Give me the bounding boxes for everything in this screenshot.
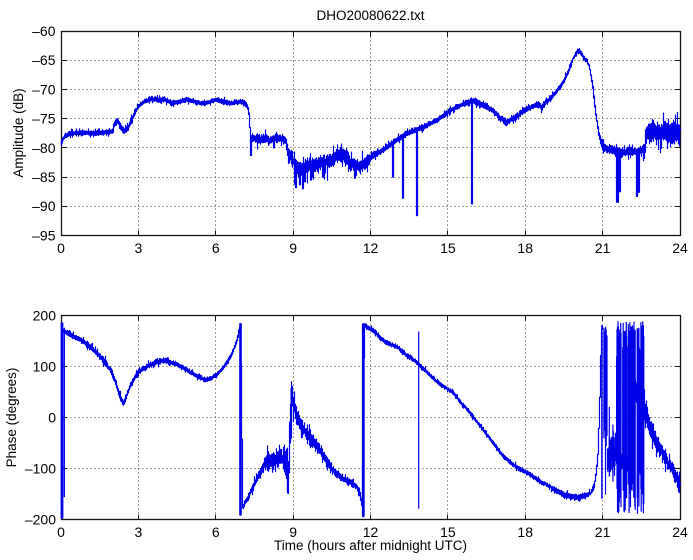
svg-text:21: 21 — [595, 240, 611, 256]
svg-text:0: 0 — [57, 524, 65, 540]
svg-text:24: 24 — [672, 240, 688, 256]
svg-text:6: 6 — [212, 524, 220, 540]
svg-text:9: 9 — [289, 524, 297, 540]
svg-text:200: 200 — [33, 307, 57, 323]
svg-text:18: 18 — [517, 240, 533, 256]
svg-text:–75: –75 — [32, 111, 56, 127]
svg-text:3: 3 — [135, 524, 143, 540]
svg-text:Time (hours after midnight UTC: Time (hours after midnight UTC) — [274, 538, 467, 553]
svg-text:–60: –60 — [32, 23, 56, 39]
svg-text:–85: –85 — [32, 169, 56, 185]
svg-text:0: 0 — [48, 409, 56, 425]
svg-text:Amplitude (dB): Amplitude (dB) — [11, 88, 26, 177]
svg-text:DHO20080622.txt: DHO20080622.txt — [316, 8, 424, 23]
svg-text:18: 18 — [517, 524, 533, 540]
svg-text:–200: –200 — [25, 511, 56, 527]
svg-text:21: 21 — [595, 524, 611, 540]
svg-text:–65: –65 — [32, 52, 56, 68]
svg-text:0: 0 — [57, 240, 65, 256]
svg-text:100: 100 — [33, 358, 57, 374]
svg-text:–80: –80 — [32, 140, 56, 156]
svg-text:–90: –90 — [32, 198, 56, 214]
svg-text:3: 3 — [135, 240, 143, 256]
svg-text:–100: –100 — [25, 460, 56, 476]
svg-text:9: 9 — [289, 240, 297, 256]
svg-text:24: 24 — [672, 524, 688, 540]
svg-text:–95: –95 — [32, 227, 56, 243]
svg-text:Phase (degrees): Phase (degrees) — [4, 368, 19, 468]
svg-text:12: 12 — [363, 524, 379, 540]
svg-text:–70: –70 — [32, 81, 56, 97]
svg-text:15: 15 — [440, 524, 456, 540]
svg-text:15: 15 — [440, 240, 456, 256]
svg-text:6: 6 — [212, 240, 220, 256]
svg-text:12: 12 — [363, 240, 379, 256]
